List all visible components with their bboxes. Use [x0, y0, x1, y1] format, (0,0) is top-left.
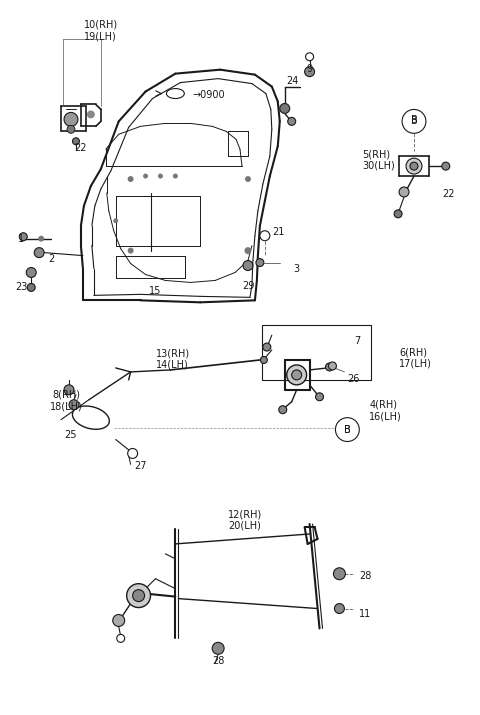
Text: 9: 9 — [307, 64, 312, 74]
Text: 25: 25 — [65, 430, 77, 440]
Circle shape — [288, 117, 296, 125]
Text: 26: 26 — [348, 374, 360, 384]
Text: 24: 24 — [287, 76, 299, 86]
Circle shape — [260, 231, 270, 241]
Circle shape — [280, 104, 290, 114]
Circle shape — [256, 259, 264, 267]
Circle shape — [305, 66, 314, 77]
Circle shape — [325, 363, 334, 371]
Circle shape — [402, 109, 426, 133]
Circle shape — [315, 393, 324, 400]
Circle shape — [243, 260, 253, 270]
Circle shape — [212, 642, 224, 654]
Circle shape — [34, 247, 44, 257]
Text: 28: 28 — [212, 656, 224, 666]
Circle shape — [38, 236, 44, 242]
Circle shape — [260, 357, 267, 363]
Text: B: B — [410, 117, 418, 127]
Text: 23: 23 — [15, 282, 27, 292]
Text: 15: 15 — [149, 287, 162, 297]
Circle shape — [399, 187, 409, 197]
Circle shape — [113, 614, 125, 626]
Circle shape — [335, 603, 344, 613]
Text: 29: 29 — [242, 282, 254, 292]
Circle shape — [287, 365, 307, 385]
Circle shape — [442, 162, 450, 170]
Text: 22: 22 — [443, 189, 455, 199]
Circle shape — [113, 218, 118, 223]
Text: B: B — [344, 425, 351, 435]
Circle shape — [132, 590, 144, 601]
Text: 2: 2 — [48, 254, 54, 264]
Circle shape — [64, 112, 78, 127]
Text: 21: 21 — [272, 227, 284, 237]
Circle shape — [128, 247, 133, 254]
Circle shape — [158, 174, 163, 179]
Text: 12(RH)
20(LH): 12(RH) 20(LH) — [228, 509, 262, 531]
Circle shape — [64, 385, 74, 395]
Circle shape — [410, 162, 418, 170]
Circle shape — [279, 405, 287, 414]
Circle shape — [292, 370, 301, 380]
Circle shape — [406, 158, 422, 174]
Circle shape — [128, 176, 133, 182]
Text: 7: 7 — [354, 336, 360, 346]
Text: B: B — [410, 115, 418, 125]
Circle shape — [173, 174, 178, 179]
Text: 1: 1 — [18, 234, 24, 244]
Circle shape — [244, 247, 252, 254]
Text: 5(RH)
30(LH): 5(RH) 30(LH) — [362, 149, 395, 171]
Circle shape — [27, 283, 35, 292]
Ellipse shape — [167, 89, 184, 99]
FancyBboxPatch shape — [262, 325, 371, 380]
Circle shape — [245, 176, 251, 182]
Ellipse shape — [72, 406, 109, 429]
Text: 8(RH)
18(LH): 8(RH) 18(LH) — [49, 390, 83, 411]
Text: 4(RH)
16(LH): 4(RH) 16(LH) — [369, 400, 402, 421]
Text: B: B — [344, 425, 351, 435]
Circle shape — [328, 362, 336, 370]
Circle shape — [306, 53, 313, 61]
Circle shape — [336, 418, 360, 441]
Text: 27: 27 — [134, 461, 147, 471]
Circle shape — [72, 138, 79, 144]
Circle shape — [128, 448, 138, 458]
Text: 10(RH)
19(LH): 10(RH) 19(LH) — [84, 20, 118, 41]
Text: 3: 3 — [294, 264, 300, 274]
Circle shape — [67, 125, 75, 133]
Text: 6(RH)
17(LH): 6(RH) 17(LH) — [399, 347, 432, 369]
Circle shape — [334, 568, 346, 580]
Text: →0900: →0900 — [192, 89, 225, 99]
Circle shape — [19, 232, 27, 241]
Circle shape — [87, 110, 95, 119]
Circle shape — [143, 174, 148, 179]
Circle shape — [394, 210, 402, 218]
Text: 28: 28 — [360, 571, 372, 581]
Circle shape — [127, 583, 151, 608]
Circle shape — [117, 634, 125, 642]
Text: 11: 11 — [360, 608, 372, 618]
Circle shape — [263, 343, 271, 351]
Circle shape — [69, 400, 79, 410]
Text: 22: 22 — [75, 143, 87, 153]
Text: 13(RH)
14(LH): 13(RH) 14(LH) — [156, 348, 190, 370]
Circle shape — [26, 267, 36, 277]
